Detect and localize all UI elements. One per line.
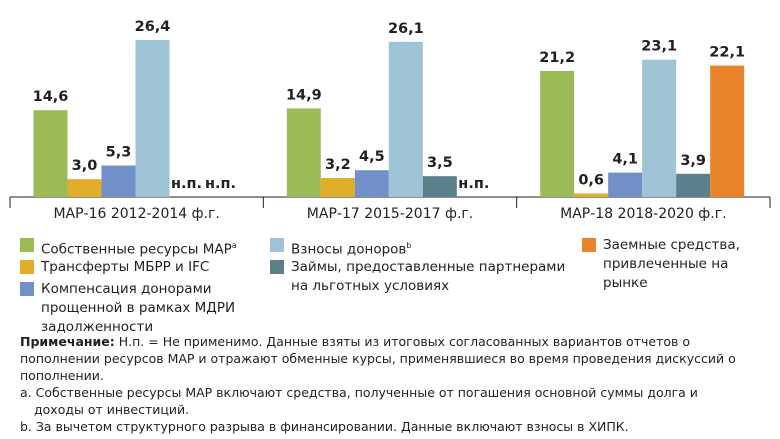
legend-swatch [270,238,284,252]
data-label: 4,5 [359,149,385,165]
data-label: 0,6 [578,172,604,188]
legend-text: Заемные средства, привлеченные на рынке [603,237,740,291]
data-label: 3,2 [325,157,351,173]
legend-label: Заемные средства, привлеченные на рынке [603,236,772,293]
legend-item: Компенсация донорами прощенной в рамках … [20,280,260,337]
legend-note: b [406,241,412,250]
data-label: 26,1 [388,21,424,37]
legend-label: Собственные ресурсы МАРa [41,236,237,260]
note: Примечание: Н.п. = Не применимо. Данные … [20,333,750,384]
legend-swatch [270,260,284,274]
legend-text: Трансферты МБРР и IFC [41,259,210,275]
legend-label: Взносы доноровb [291,236,411,260]
data-label: 26,4 [135,19,171,35]
legend-text: Взносы доноров [291,241,407,258]
note-text: Н.п. = Не применимо. Данные взяты из ито… [20,334,736,383]
x-tick-label: МАР-18 2018-2020 ф.г. [560,206,726,222]
legend-item: Взносы доноровb [270,236,570,260]
legend-swatch [582,238,596,252]
bar [101,165,136,197]
legend-text: Собственные ресурсы МАР [41,241,232,258]
legend-item: Заемные средства, привлеченные на рынке [582,236,772,293]
data-label: 23,1 [641,39,677,55]
legend-label: Компенсация донорами прощенной в рамках … [41,280,260,337]
data-label: н.п. [458,176,489,192]
footnote: b. За вычетом структурного разрыва в фин… [20,419,629,434]
bar [354,170,389,197]
bar [286,108,321,197]
legend-item: Трансферты МБРР и IFC [20,258,260,277]
bar [642,59,677,198]
data-label: 14,9 [286,87,322,103]
bar [710,65,745,198]
legend-item: Займы, предоставленные партнерами на льг… [270,258,570,296]
bar [320,177,355,197]
legend-note: a [231,241,237,250]
notes: Примечание: Н.п. = Не применимо. Данные … [20,333,750,435]
data-label: 3,5 [427,155,453,171]
data-label: 21,2 [539,50,575,66]
legend-swatch [20,260,34,274]
legend-swatch [20,238,34,252]
bar [676,173,711,197]
bar [388,41,423,197]
legend-text: Компенсация донорами прощенной в рамках … [41,281,236,335]
bar [135,40,170,198]
bar [422,176,457,197]
bar [33,110,68,197]
legend-text: Займы, предоставленные партнерами на льг… [291,259,566,294]
x-tick-label: МАР-16 2012-2014 ф.г. [53,206,219,222]
bar [540,70,575,197]
data-label: 5,3 [106,144,132,160]
bar [608,172,643,197]
data-label: 22,1 [709,45,745,61]
data-label: н.п. [171,176,202,192]
legend-label: Трансферты МБРР и IFC [41,258,209,277]
data-label: 3,0 [72,158,98,174]
footnote: a. Собственные ресурсы МАР включают сред… [20,385,698,417]
x-tick-label: МАР-17 2015-2017 ф.г. [307,206,473,222]
legend-label: Займы, предоставленные партнерами на льг… [291,258,570,296]
data-label: 4,1 [612,152,638,168]
data-label: 3,9 [680,153,706,169]
chart: МАР-16 2012-2014 ф.г.14,63,05,326,4н.п. н… [9,19,771,222]
bar [67,179,102,197]
legend-swatch [20,282,34,296]
data-label: 14,6 [33,89,69,105]
data-label: н.п. [205,176,236,192]
bar [574,193,609,197]
legend-item: Собственные ресурсы МАРa [20,236,260,260]
note-title: Примечание: [20,334,115,349]
